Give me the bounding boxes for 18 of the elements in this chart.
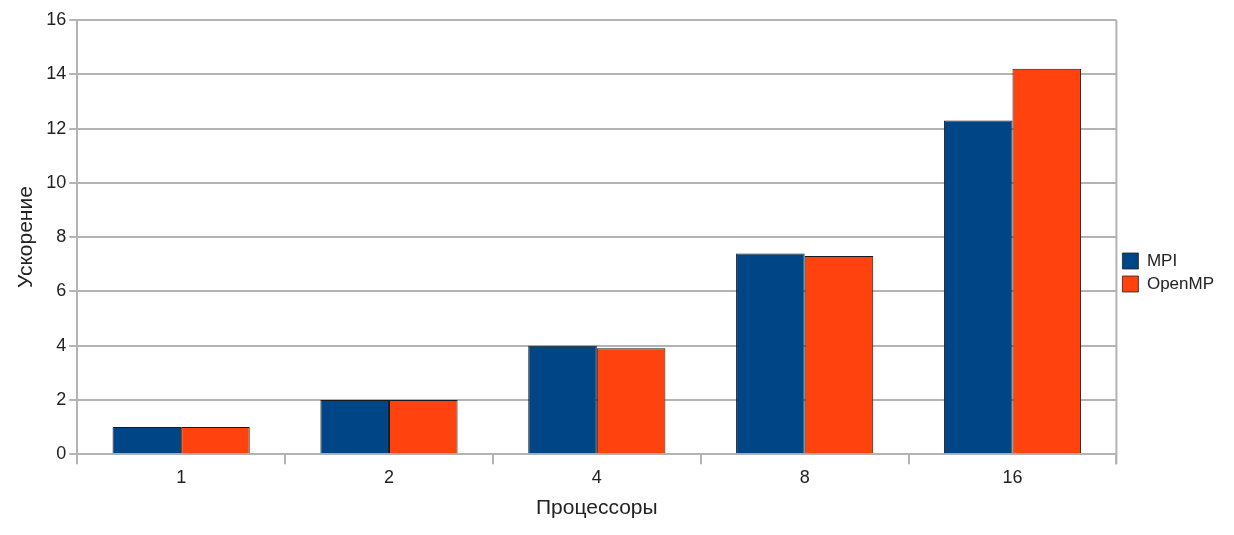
x-tick-label: 16: [1002, 466, 1023, 487]
x-tick-label: 2: [383, 466, 394, 487]
x-tick-label: 1: [176, 466, 187, 487]
y-tick-label: 12: [46, 117, 67, 138]
y-axis-title: Ускорение: [13, 186, 37, 289]
x-tick-label: 4: [591, 466, 602, 487]
y-tick-label: 2: [56, 388, 67, 409]
y-tick-label: 16: [46, 8, 67, 29]
y-tick-label: 4: [56, 334, 67, 355]
y-tick-label: 14: [46, 63, 67, 84]
y-tick-label: 10: [46, 171, 67, 192]
legend-label: MPI: [1146, 250, 1178, 270]
y-tick-label: 6: [56, 280, 67, 301]
y-tick-label: 0: [56, 443, 67, 464]
legend-label: OpenMP: [1146, 273, 1215, 293]
x-axis-title: Процессоры: [536, 495, 658, 519]
y-tick-label: 8: [56, 226, 67, 247]
x-tick-label: 8: [799, 466, 810, 487]
